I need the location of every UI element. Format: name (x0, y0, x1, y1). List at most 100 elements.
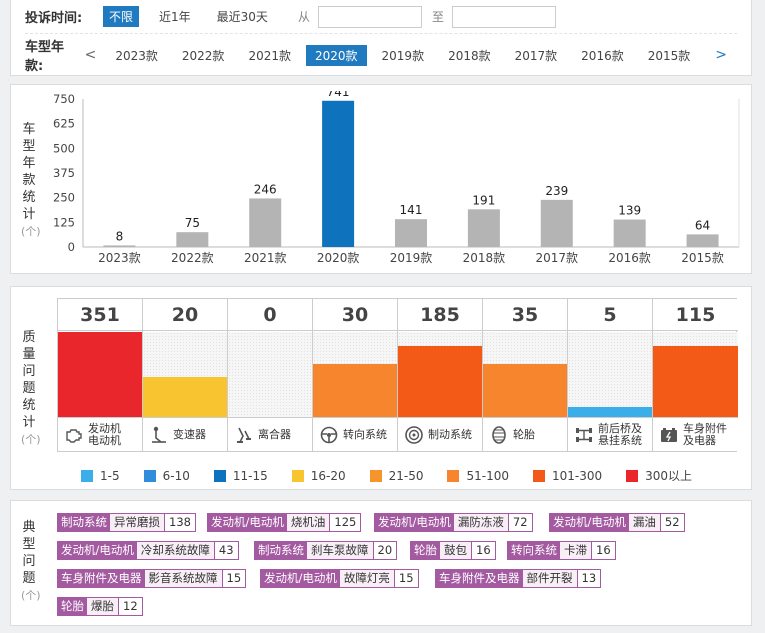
time-option-last-30-days[interactable]: 最近30天 (216, 10, 268, 24)
legend-item: 11-15 (213, 467, 268, 484)
quality-category-name: 变速器 (173, 427, 206, 441)
prev-year-arrow[interactable]: < (84, 47, 97, 63)
quality-level-area (568, 332, 652, 417)
quality-column[interactable]: 20 变速器 (143, 299, 228, 451)
axle-icon (574, 425, 598, 445)
legend-item: 51-100 (447, 467, 509, 484)
vlabel-char: 型 (22, 537, 36, 552)
year-bar (395, 219, 427, 247)
tag-count: 15 (221, 570, 246, 587)
tag-category: 车身附件及电器 (436, 570, 523, 587)
date-to-input[interactable] (451, 5, 556, 28)
quality-column[interactable]: 185 制动系统 (398, 299, 483, 451)
quality-level-fill (653, 345, 738, 417)
bar-value-label: 139 (618, 204, 641, 218)
quality-grid: 351 发动机 电动机 20 变速器 0 离合器 30 转向系统 185 制动系统 35 轮胎 5 前后桥及… (57, 298, 738, 452)
quality-column[interactable]: 0 离合器 (228, 299, 313, 451)
tag-category: 轮胎 (411, 542, 440, 559)
typical-problems-panel: 典 型 问 题 (个) 制动系统 异常磨损 138 发动机/电动机 烧机油 125 发动机/… (10, 500, 752, 626)
engine-icon (64, 425, 88, 445)
year-option-2020[interactable]: 2020款 (305, 44, 367, 66)
quality-category: 前后桥及 悬挂系统 (568, 417, 652, 451)
quality-level-area (398, 332, 482, 417)
bar-value-label: 75 (185, 216, 200, 230)
year-bar (176, 232, 209, 247)
tag-count: 138 (164, 514, 195, 531)
bar-value-label: 741 (327, 91, 350, 99)
next-year-arrow[interactable]: > (715, 47, 727, 63)
typical-problem-tag[interactable]: 发动机/电动机 烧机油 125 (207, 513, 362, 532)
legend-label: 300以上 (645, 469, 693, 483)
x-tick-label: 2016款 (608, 251, 651, 265)
typical-problem-tag[interactable]: 发动机/电动机 漏防冻液 72 (374, 513, 533, 532)
quality-category: 轮胎 (483, 417, 567, 451)
year-option-2023[interactable]: 2023款 (115, 48, 158, 63)
tag-count: 16 (471, 542, 495, 559)
gear-shift-icon (149, 425, 173, 445)
year-option-2019[interactable]: 2019款 (381, 48, 425, 63)
quality-level-fill (143, 377, 227, 417)
y-tick-label: 375 (53, 166, 75, 180)
quality-column[interactable]: 351 发动机 电动机 (58, 299, 143, 451)
quality-count: 185 (398, 299, 482, 331)
time-option-unlimited[interactable]: 不限 (103, 6, 140, 27)
tag-issue: 烧机油 (286, 514, 330, 531)
legend-item: 21-50 (369, 467, 423, 484)
year-option-2018[interactable]: 2018款 (448, 48, 491, 63)
typical-problem-tag[interactable]: 制动系统 刹车泵故障 20 (254, 541, 398, 560)
year-option-2017[interactable]: 2017款 (514, 48, 558, 63)
quality-count: 351 (58, 299, 142, 331)
quality-level-fill (483, 364, 567, 417)
typical-problem-tag[interactable]: 制动系统 异常磨损 138 (57, 513, 196, 532)
y-tick-label: 750 (53, 92, 75, 106)
typical-problem-tag[interactable]: 发动机/电动机 漏油 52 (549, 513, 685, 532)
quality-level-area (58, 332, 142, 417)
typical-problem-tag[interactable]: 车身附件及电器 影音系统故障 15 (57, 569, 247, 588)
year-bar (249, 198, 282, 247)
typical-problem-tag[interactable]: 转向系统 卡滞 16 (507, 541, 616, 560)
quality-column[interactable]: 30 转向系统 (313, 299, 398, 451)
quality-count: 35 (483, 299, 567, 331)
tag-issue: 冷却系统故障 (136, 542, 214, 559)
year-option-2016[interactable]: 2016款 (581, 48, 624, 63)
typical-problem-tag[interactable]: 车身附件及电器 部件开裂 13 (435, 569, 602, 588)
tag-count: 15 (393, 570, 418, 587)
legend-item: 6-10 (143, 467, 190, 484)
bar-value-label: 246 (254, 182, 277, 196)
year-option-2022[interactable]: 2022款 (181, 48, 225, 63)
tag-issue: 影音系统故障 (144, 570, 222, 587)
time-option-last-year[interactable]: 近1年 (159, 10, 191, 24)
vlabel-char: 型 (22, 139, 36, 154)
quality-column[interactable]: 115 车身附件 及电器 (653, 299, 738, 451)
quality-category-name: 前后桥及 悬挂系统 (598, 421, 642, 447)
quality-level-fill (568, 406, 652, 417)
typical-problem-tag[interactable]: 轮胎 爆胎 12 (57, 597, 143, 616)
y-tick-label: 250 (53, 191, 75, 205)
unit-label: (个) (21, 225, 41, 238)
quality-column[interactable]: 5 前后桥及 悬挂系统 (568, 299, 653, 451)
vlabel-char: 统 (22, 398, 36, 413)
typical-problem-tag[interactable]: 发动机/电动机 冷却系统故障 43 (57, 541, 239, 560)
quality-count: 115 (653, 299, 738, 331)
quality-stats-label: 质 量 问 题 统 计 (个) (21, 329, 41, 448)
vlabel-char: 车 (22, 122, 36, 137)
tag-count: 72 (507, 514, 532, 531)
quality-level-area (313, 332, 397, 417)
vlabel-char: 典 (22, 520, 36, 535)
typical-problem-tag[interactable]: 轮胎 鼓包 16 (410, 541, 496, 560)
tag-count: 20 (372, 542, 397, 559)
quality-level-area (143, 332, 227, 417)
typical-problem-tag[interactable]: 发动机/电动机 故障灯亮 15 (260, 569, 419, 588)
quality-category: 发动机 电动机 (58, 417, 142, 451)
x-tick-label: 2017款 (536, 251, 579, 265)
clutch-pedal-icon (234, 425, 258, 445)
quality-stats-panel: 质 量 问 题 统 计 (个) 351 发动机 电动机 20 变速器 0 离合器 30 转向系统… (10, 286, 752, 490)
tag-category: 发动机/电动机 (208, 514, 287, 531)
year-bar (613, 219, 646, 247)
quality-column[interactable]: 35 轮胎 (483, 299, 568, 451)
year-option-2021[interactable]: 2021款 (248, 48, 291, 63)
year-bar (540, 199, 573, 247)
year-option-2015[interactable]: 2015款 (647, 48, 691, 63)
filter-panel: 投诉时间: 不限 近1年 最近30天 从 至 车型年款: < 2023款 202… (10, 0, 752, 76)
date-from-input[interactable] (317, 5, 422, 28)
